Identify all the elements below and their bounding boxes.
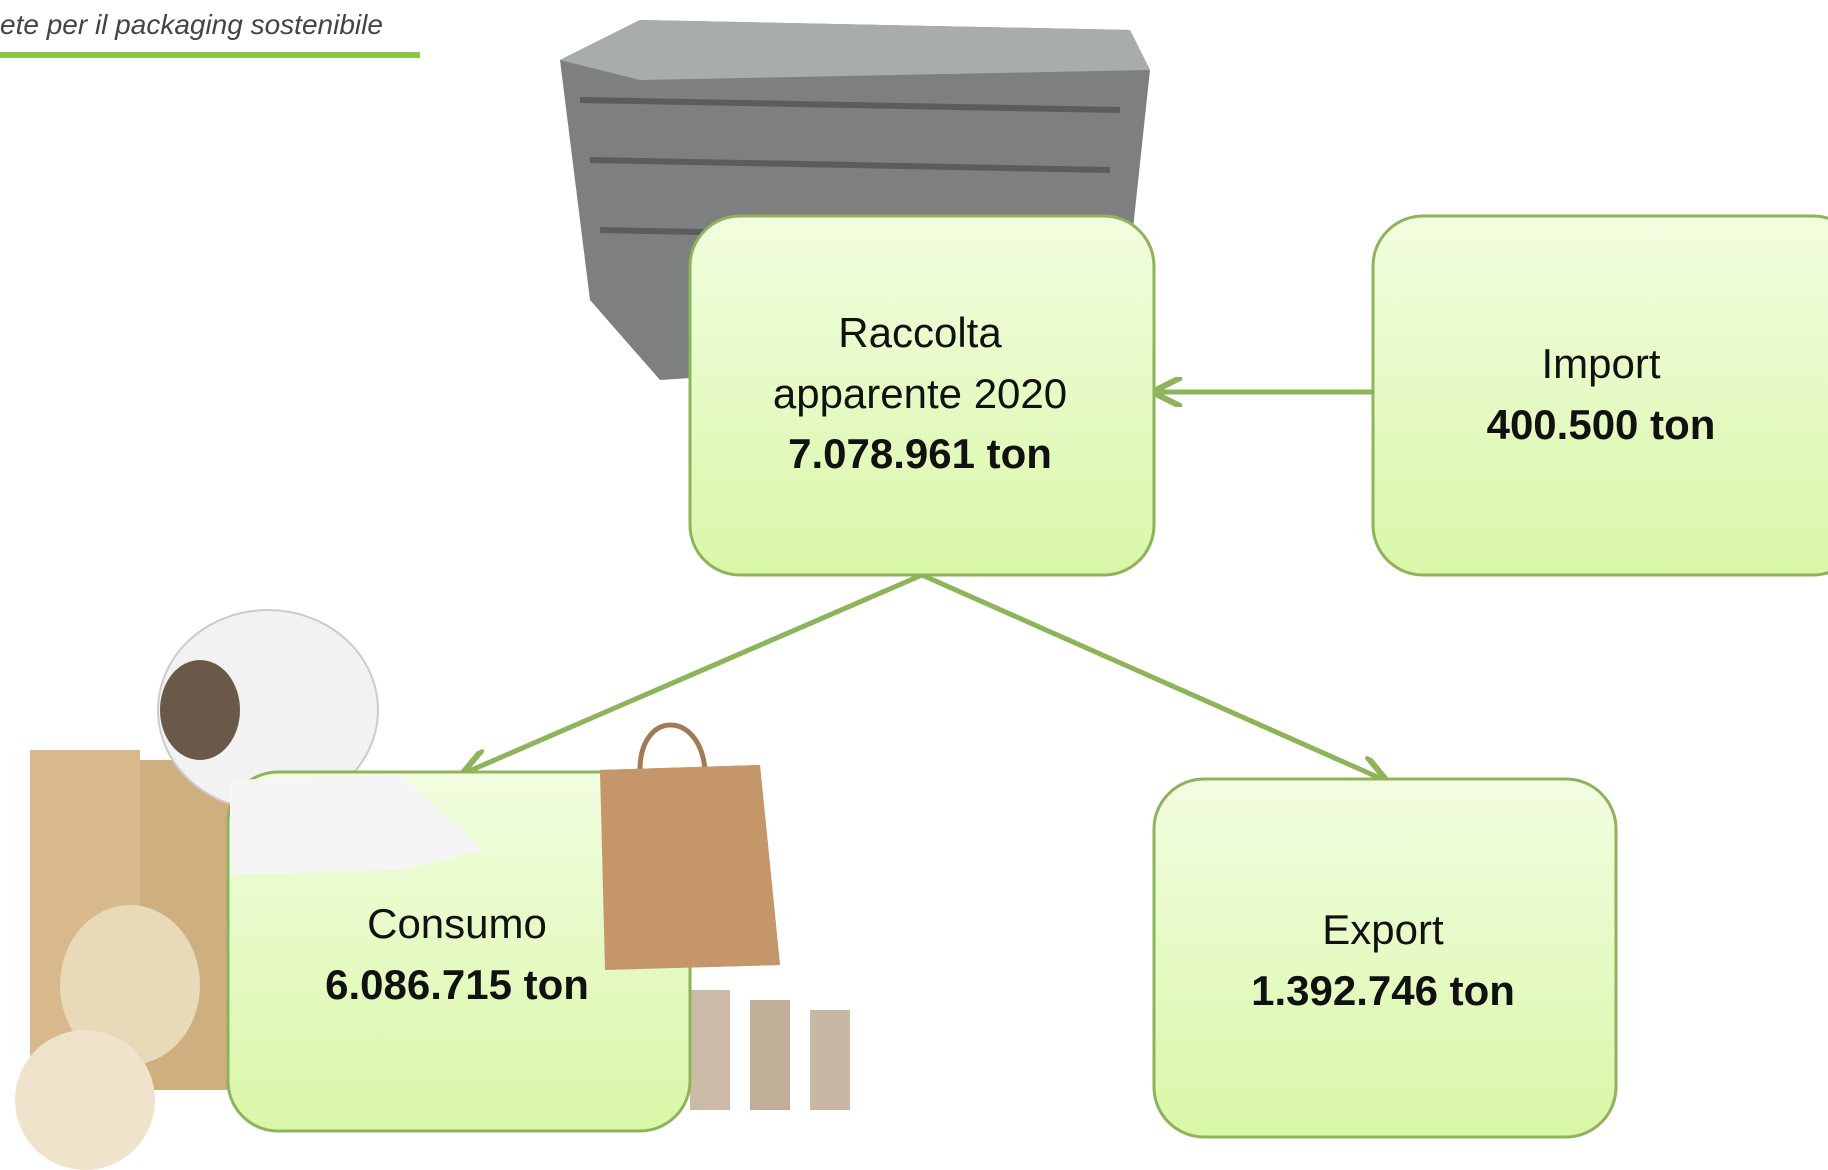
logo-bar xyxy=(0,52,420,58)
logo-tagline: ete per il packaging sostenibile xyxy=(0,9,383,40)
overlay-image xyxy=(230,765,780,970)
node-value: 1.392.746 ton xyxy=(1251,967,1515,1014)
node-label: Import xyxy=(1541,340,1660,387)
node-label: Export xyxy=(1322,906,1444,953)
arrow xyxy=(467,572,923,772)
node-label: Raccolta xyxy=(838,309,1002,356)
node-label: Consumo xyxy=(367,900,547,947)
arrow xyxy=(920,572,1382,779)
node-box xyxy=(688,214,1156,577)
node-box xyxy=(1152,777,1618,1139)
node-value: 400.500 ton xyxy=(1487,401,1716,448)
node-value: 7.078.961 ton xyxy=(788,430,1052,477)
node-box xyxy=(1371,214,1828,577)
node-label: apparente 2020 xyxy=(773,370,1067,417)
node-value: 6.086.715 ton xyxy=(325,961,589,1008)
